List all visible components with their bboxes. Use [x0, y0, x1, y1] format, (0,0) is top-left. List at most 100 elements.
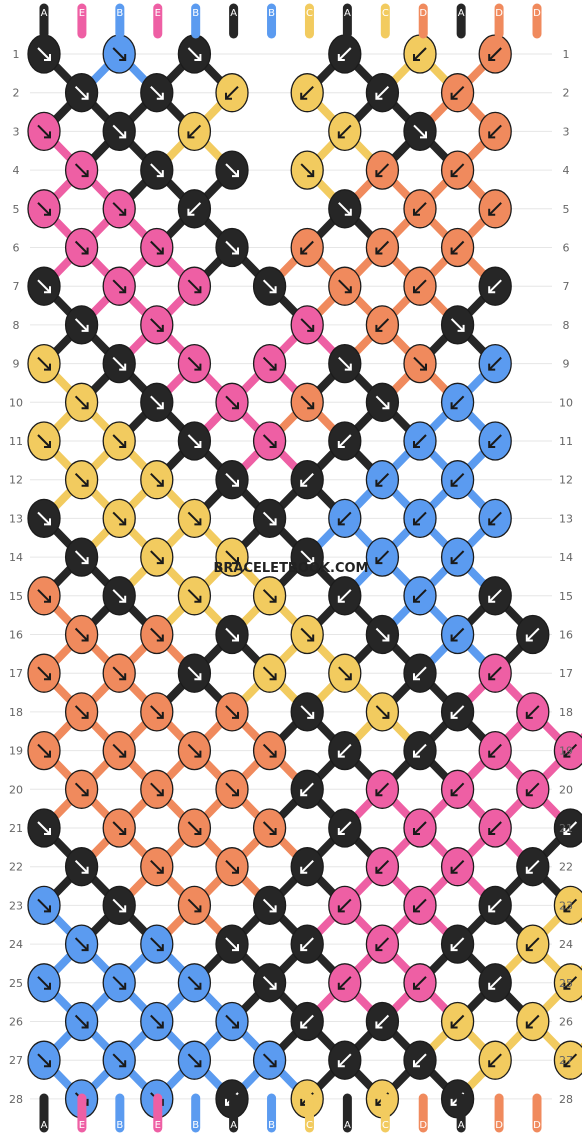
knot [102, 266, 136, 306]
knot [252, 885, 287, 926]
knot [328, 34, 362, 74]
knot-arrow [74, 937, 89, 951]
knot-arrow [112, 511, 126, 526]
knot [516, 847, 550, 887]
knot-arrowhead [525, 1021, 533, 1029]
knot [64, 1001, 99, 1042]
knot-arrow [187, 666, 202, 680]
knot-arrowhead [44, 982, 51, 990]
row-number-left: 22 [9, 861, 23, 874]
bottom-string-label: A [458, 1120, 465, 1131]
row-number-left: 2 [13, 87, 20, 100]
knot-arrow [488, 434, 502, 448]
row-number-right: 6 [563, 242, 570, 255]
knot-arrow [526, 859, 540, 874]
knot-arrow [413, 1053, 427, 1067]
knot-arrow [300, 163, 314, 177]
knot-arrowhead [156, 247, 164, 255]
knot [365, 537, 400, 577]
knot [27, 653, 61, 693]
knot-arrowhead [232, 711, 239, 719]
knot-arrow [413, 589, 427, 603]
knot-arrowhead [81, 711, 89, 719]
knot-arrow [375, 859, 390, 874]
knot-arrowhead [563, 982, 571, 990]
knot-oval [553, 963, 582, 1003]
knot [403, 576, 437, 616]
row-number-right: 23 [559, 899, 573, 912]
knot-arrowhead [232, 634, 239, 642]
knot-arrowhead [450, 944, 458, 952]
knot [328, 266, 362, 306]
knot [440, 227, 475, 268]
knot-arrowhead [194, 905, 202, 913]
knot-arrowhead [488, 982, 496, 990]
knot-arrow [450, 472, 465, 487]
knot-arrowhead [488, 54, 496, 61]
knot-arrowhead [375, 324, 383, 332]
knot-arrow [112, 124, 126, 139]
knot-arrowhead [563, 905, 571, 913]
bottom-string-label: B [116, 1120, 123, 1131]
knot-arrowhead [344, 286, 352, 294]
knot [140, 73, 174, 113]
knot-arrowhead [488, 750, 496, 758]
knot-arrow [150, 550, 164, 564]
knot-arrow [112, 589, 126, 603]
knot-arrowhead [300, 944, 308, 952]
row-number-right: 27 [559, 1054, 573, 1067]
knot-arrowhead [337, 131, 345, 139]
knot-arrow [187, 434, 202, 448]
knot-arrowhead [119, 595, 127, 603]
knot-arrow [526, 782, 540, 797]
knot-arrowhead [194, 750, 202, 758]
knot [140, 692, 174, 732]
knot-arrow [262, 821, 277, 835]
knot-arrowhead [450, 557, 458, 565]
knot-arrow [37, 976, 51, 990]
knot [365, 460, 400, 500]
top-string-label: E [155, 8, 161, 19]
knot-arrow [338, 666, 352, 680]
knot-arrow [187, 1053, 202, 1067]
knot-arrow [338, 434, 352, 448]
knot-arrow [37, 434, 51, 448]
knot [215, 692, 249, 732]
knot [478, 730, 512, 771]
knot [478, 963, 512, 1003]
knot [365, 614, 400, 655]
knot [177, 34, 212, 74]
knot-arrowhead [269, 828, 277, 835]
knot-arrowhead [119, 131, 127, 139]
knot-arrow [450, 395, 465, 410]
knot-arrowhead [382, 711, 390, 719]
knot-arrow [300, 395, 314, 410]
row-number-right: 21 [559, 822, 573, 835]
knot [140, 924, 174, 964]
knot [440, 769, 475, 809]
knot-arrowhead [119, 673, 127, 681]
knot-arrow [450, 550, 465, 564]
knot-arrow [150, 85, 164, 100]
knot [290, 847, 324, 887]
top-string-label: B [268, 8, 275, 19]
knot [215, 924, 249, 964]
knot-arrow [488, 976, 502, 990]
knot-arrowhead [44, 595, 51, 603]
knot-arrowhead [488, 595, 496, 603]
knot-arrow [225, 859, 239, 874]
knot-arrowhead [375, 1098, 383, 1106]
row-number-left: 16 [9, 629, 23, 642]
knot [440, 1001, 475, 1042]
knot-arrow [450, 705, 465, 719]
knot-arrowhead [563, 1060, 571, 1068]
bottom-string-label: A [41, 1120, 48, 1131]
knot-arrowhead [413, 750, 420, 758]
knot-arrow [300, 1014, 314, 1029]
knot-arrowhead [187, 131, 195, 139]
knot-arrow [413, 898, 427, 913]
knot-arrowhead [232, 402, 239, 410]
knot [27, 498, 61, 539]
knot-arrow [225, 163, 239, 177]
